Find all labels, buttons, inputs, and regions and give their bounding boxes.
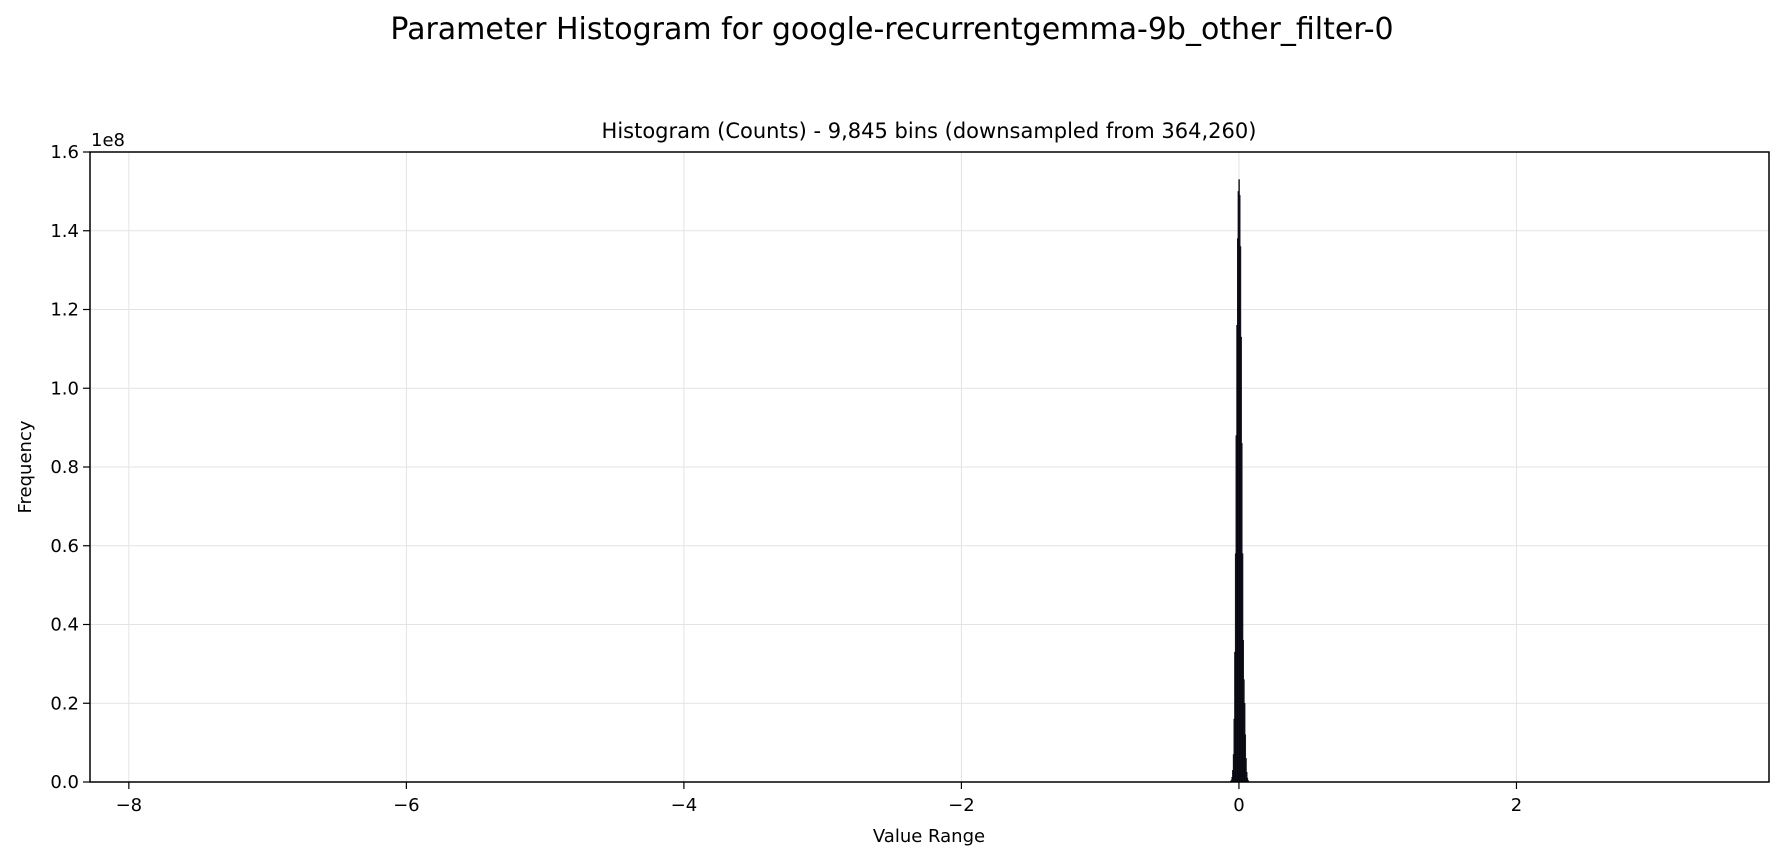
x-tick-label: 0 xyxy=(1233,795,1244,816)
x-axis-ticks: −8 −6 −4 −2 0 2 xyxy=(116,782,1522,816)
y-tick-label: 0.0 xyxy=(50,772,79,793)
y-tick-label: 1.6 xyxy=(50,142,79,163)
x-tick-label: −2 xyxy=(948,795,975,816)
y-tick-label: 0.6 xyxy=(50,536,79,557)
x-tick-label: 2 xyxy=(1511,795,1522,816)
y-tick-label: 0.4 xyxy=(50,615,79,636)
grid-lines xyxy=(90,151,1769,783)
chart-title: Parameter Histogram for google-recurrent… xyxy=(390,12,1393,47)
x-axis-label: Value Range xyxy=(873,826,985,847)
x-tick-label: −8 xyxy=(116,795,143,816)
y-axis-ticks: 0.0 0.2 0.4 0.6 0.8 1.0 1.2 1.4 1.6 xyxy=(50,142,90,793)
y-tick-label: 0.8 xyxy=(50,457,79,478)
y-tick-label: 0.2 xyxy=(50,693,79,714)
x-tick-label: −4 xyxy=(671,795,698,816)
chart-subtitle: Histogram (Counts) - 9,845 bins (downsam… xyxy=(602,119,1257,143)
x-tick-label: −6 xyxy=(393,795,420,816)
y-axis-label: Frequency xyxy=(15,420,36,513)
y-tick-label: 1.2 xyxy=(50,300,79,321)
y-tick-label: 1.0 xyxy=(50,378,79,399)
histogram-bars xyxy=(1230,179,1250,783)
y-tick-label: 1.4 xyxy=(50,221,79,242)
y-axis-offset-label: 1e8 xyxy=(91,130,125,151)
